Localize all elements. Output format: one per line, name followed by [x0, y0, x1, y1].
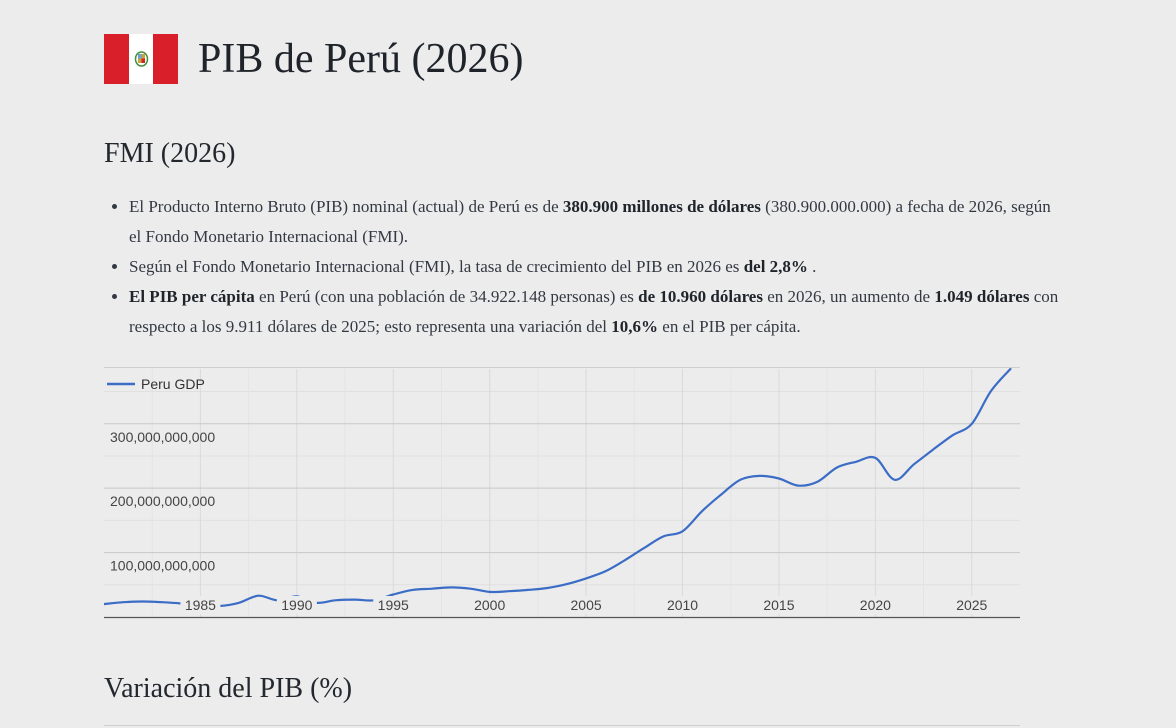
summary-highlight: de 10.960 dólares — [638, 287, 763, 306]
series-line-0 — [104, 367, 1012, 608]
summary-text: en el PIB per cápita. — [658, 317, 801, 336]
x-tick-label-bg — [758, 596, 799, 614]
summary-highlight: 380.900 millones de dólares — [562, 197, 761, 216]
flag-center-band — [128, 34, 154, 84]
summary-text: . — [807, 257, 817, 276]
x-tick-label-bg — [662, 596, 703, 614]
x-tick-label-bg — [180, 596, 221, 614]
x-tick-label: 2000 — [474, 597, 505, 613]
x-tick-label-bg — [566, 596, 607, 614]
x-tick-label: 2025 — [956, 597, 987, 613]
summary-item: El PIB per cápita en Perú (con una pobla… — [129, 282, 1059, 342]
summary-highlight: 1.049 dólares — [934, 287, 1030, 306]
summary-text: en Perú (con una población de 34.922.148… — [254, 287, 639, 306]
section-divider — [104, 725, 1020, 726]
y-tick-label: 100,000,000,000 — [110, 558, 215, 574]
summary-text: con respecto a los 9.911 dólares de 2025… — [129, 287, 1059, 336]
coat-of-arms-icon — [134, 51, 148, 67]
summary-item: Según el Fondo Monetario Internacional (… — [129, 252, 1059, 282]
variation-section-title: Variación del PIB (%) — [104, 673, 353, 704]
gdp-chart-svg: 100,000,000,000 200,000,000,000 300,000,00… — [104, 367, 1020, 619]
gdp-chart: 100,000,000,000 200,000,000,000 300,000,00… — [104, 367, 1020, 619]
summary-highlight: del 2,8% — [743, 257, 808, 276]
summary-text: El Producto Interno Bruto (PIB) nominal … — [129, 197, 563, 216]
y-tick-label: 200,000,000,000 — [110, 493, 215, 509]
summary-item: El Producto Interno Bruto (PIB) nominal … — [129, 192, 1059, 252]
flag-right-band — [153, 34, 178, 84]
flag-left-band — [104, 34, 129, 84]
summary-text: en 2026, un aumento de — [762, 287, 935, 306]
x-tick-label-bg — [469, 596, 510, 614]
summary-text: Según el Fondo Monetario Internacional (… — [129, 257, 744, 276]
x-tick-label: 1990 — [281, 597, 312, 613]
summary-highlight: 10,6% — [611, 317, 659, 336]
x-tick-label: 2015 — [763, 597, 794, 613]
summary-list: El Producto Interno Bruto (PIB) nominal … — [104, 192, 1059, 342]
x-tick-label: 2010 — [667, 597, 698, 613]
x-tick-label: 1995 — [378, 597, 409, 613]
x-tick-label: 2020 — [860, 597, 891, 613]
x-tick-label-bg — [276, 596, 317, 614]
x-tick-label: 1985 — [185, 597, 216, 613]
chart-background — [104, 367, 1020, 619]
x-tick-label-bg — [855, 596, 896, 614]
legend-label: Peru GDP — [141, 376, 205, 392]
page-header: PIB de Perú (2026) — [104, 34, 523, 84]
y-tick-label: 300,000,000,000 — [110, 429, 215, 445]
page-title: PIB de Perú (2026) — [198, 36, 524, 82]
x-tick-label-bg — [373, 596, 414, 614]
x-tick-label: 2005 — [571, 597, 602, 613]
fmi-section-title: FMI (2026) — [104, 138, 236, 169]
summary-text: (380.900.000.000) a fecha de 2026, según… — [129, 197, 1051, 246]
x-tick-label-bg — [951, 596, 992, 614]
peru-flag-icon — [104, 34, 178, 84]
summary-highlight: El PIB per cápita — [129, 287, 255, 306]
